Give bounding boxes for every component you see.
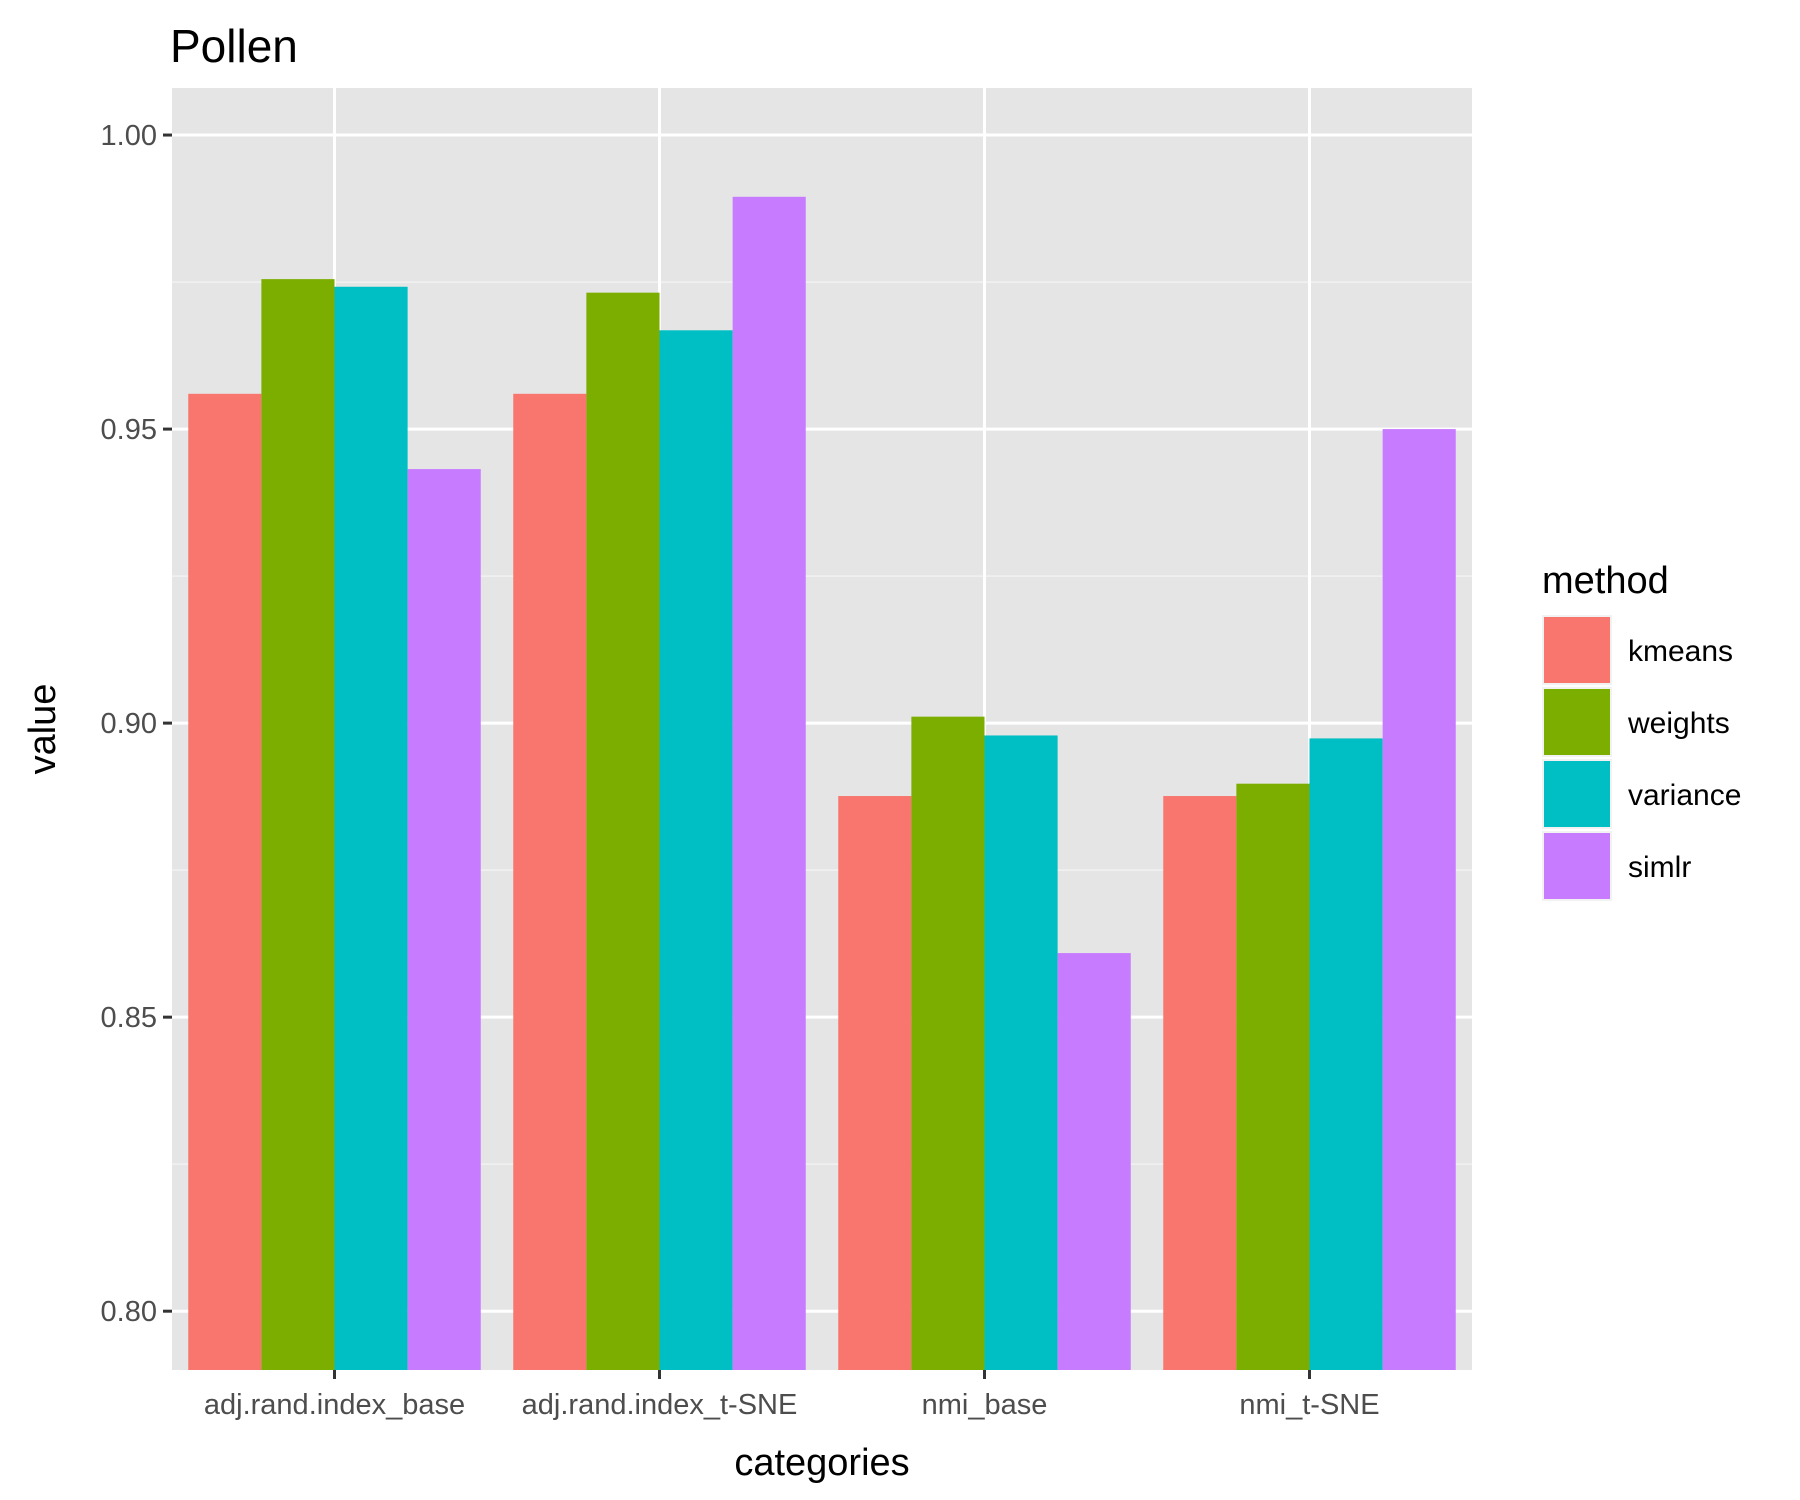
- legend-title: method: [1542, 560, 1669, 602]
- bar-kmeans: [513, 393, 587, 1370]
- bar-simlr: [1382, 429, 1456, 1370]
- bars: [188, 196, 1456, 1371]
- x-axis-title: categories: [734, 1442, 909, 1484]
- x-tick-label: nmi_base: [922, 1389, 1048, 1421]
- legend-label-variance: variance: [1628, 779, 1741, 812]
- legend-swatch-weights: [1544, 689, 1610, 755]
- bar-weights: [1236, 783, 1310, 1370]
- legend-label-kmeans: kmeans: [1628, 635, 1733, 668]
- chart-title: Pollen: [170, 20, 298, 72]
- bar-variance: [984, 735, 1058, 1370]
- bar-kmeans: [1163, 796, 1237, 1370]
- legend-swatch-variance: [1544, 761, 1610, 827]
- bar-simlr: [1057, 953, 1131, 1370]
- legend-swatch-simlr: [1544, 833, 1610, 899]
- x-tick-label: nmi_t-SNE: [1239, 1389, 1379, 1421]
- bar-simlr: [732, 196, 806, 1370]
- y-tick-label: 1.00: [101, 120, 157, 152]
- bar-kmeans: [838, 796, 912, 1370]
- bar-weights: [911, 716, 985, 1370]
- y-tick-label: 0.85: [101, 1002, 157, 1034]
- bar-kmeans: [188, 393, 262, 1370]
- legend-label-simlr: simlr: [1628, 851, 1691, 884]
- legend-items: kmeans weights variance simlr: [1542, 615, 1741, 901]
- legend: method kmeans weights variance simlr: [1542, 560, 1741, 901]
- x-tick-label: adj.rand.index_t-SNE: [522, 1389, 798, 1421]
- bar-simlr: [407, 469, 481, 1371]
- bar-weights: [586, 292, 660, 1370]
- y-tick-label: 0.95: [101, 414, 157, 446]
- axes: 0.80 0.85 0.90 0.95 1.00 adj.rand.index_base a…: [101, 120, 1380, 1421]
- bar-variance: [659, 330, 733, 1370]
- x-tick-label: adj.rand.index_base: [204, 1389, 465, 1421]
- legend-label-weights: weights: [1627, 707, 1730, 740]
- bar-variance: [334, 286, 408, 1370]
- bar-weights: [261, 279, 335, 1371]
- y-tick-label: 0.90: [101, 708, 157, 740]
- bar-variance: [1309, 738, 1383, 1370]
- legend-swatch-kmeans: [1544, 617, 1610, 683]
- y-tick-label: 0.80: [101, 1296, 157, 1328]
- y-axis-title: value: [22, 684, 64, 775]
